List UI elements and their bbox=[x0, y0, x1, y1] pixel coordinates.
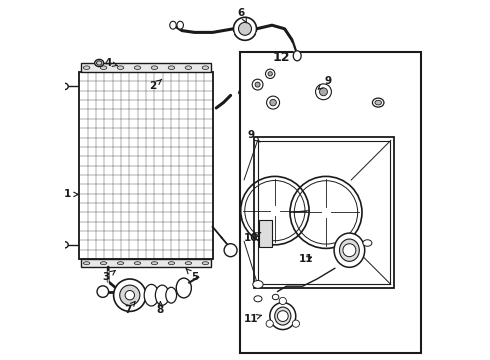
Polygon shape bbox=[297, 97, 321, 128]
Circle shape bbox=[267, 96, 280, 109]
Ellipse shape bbox=[177, 21, 183, 29]
Ellipse shape bbox=[151, 66, 158, 69]
Polygon shape bbox=[325, 56, 350, 86]
Circle shape bbox=[343, 244, 356, 257]
Text: 11: 11 bbox=[244, 314, 261, 324]
Ellipse shape bbox=[202, 66, 209, 69]
Ellipse shape bbox=[168, 66, 175, 69]
Ellipse shape bbox=[100, 66, 107, 69]
Ellipse shape bbox=[117, 66, 124, 69]
Text: 12: 12 bbox=[272, 51, 290, 64]
Polygon shape bbox=[279, 102, 308, 119]
Ellipse shape bbox=[83, 66, 90, 69]
Ellipse shape bbox=[134, 262, 141, 265]
Circle shape bbox=[239, 22, 251, 35]
Circle shape bbox=[125, 291, 134, 300]
Text: 3: 3 bbox=[103, 270, 115, 282]
Bar bbox=[81, 259, 211, 267]
Circle shape bbox=[268, 72, 272, 76]
Ellipse shape bbox=[151, 262, 158, 265]
Ellipse shape bbox=[97, 61, 102, 65]
Circle shape bbox=[293, 320, 299, 327]
Ellipse shape bbox=[275, 307, 291, 325]
Ellipse shape bbox=[176, 278, 192, 298]
Ellipse shape bbox=[166, 287, 176, 303]
Polygon shape bbox=[257, 109, 274, 138]
Ellipse shape bbox=[202, 262, 209, 265]
Bar bbox=[81, 63, 211, 72]
Text: 10: 10 bbox=[244, 233, 261, 243]
Ellipse shape bbox=[375, 100, 381, 105]
Polygon shape bbox=[238, 86, 267, 103]
Circle shape bbox=[270, 99, 276, 106]
Ellipse shape bbox=[100, 262, 107, 265]
Text: 1: 1 bbox=[64, 189, 78, 199]
Ellipse shape bbox=[155, 285, 169, 305]
Circle shape bbox=[252, 79, 263, 90]
Ellipse shape bbox=[60, 242, 68, 248]
Circle shape bbox=[266, 69, 275, 78]
Ellipse shape bbox=[372, 98, 384, 107]
Polygon shape bbox=[288, 65, 318, 90]
Ellipse shape bbox=[254, 296, 262, 302]
Text: 5: 5 bbox=[186, 269, 198, 282]
Ellipse shape bbox=[60, 83, 68, 90]
Ellipse shape bbox=[168, 262, 175, 265]
Circle shape bbox=[224, 244, 237, 257]
Text: 11: 11 bbox=[299, 254, 314, 264]
Text: 4: 4 bbox=[104, 58, 118, 68]
Text: 7: 7 bbox=[124, 302, 135, 315]
Text: 9: 9 bbox=[248, 130, 260, 142]
Ellipse shape bbox=[253, 280, 263, 288]
Bar bbox=[79, 72, 213, 259]
Circle shape bbox=[233, 17, 257, 40]
Ellipse shape bbox=[334, 233, 365, 267]
Bar bbox=[254, 137, 394, 288]
Ellipse shape bbox=[134, 66, 141, 69]
Text: 2: 2 bbox=[149, 79, 162, 91]
Bar bbox=[258, 141, 390, 284]
Text: 8: 8 bbox=[157, 302, 164, 315]
Text: 6: 6 bbox=[238, 8, 246, 23]
Circle shape bbox=[279, 297, 286, 305]
Ellipse shape bbox=[95, 59, 104, 67]
Ellipse shape bbox=[293, 51, 301, 61]
Ellipse shape bbox=[117, 262, 124, 265]
Ellipse shape bbox=[270, 302, 296, 330]
Ellipse shape bbox=[144, 284, 159, 306]
Text: 9: 9 bbox=[318, 76, 331, 89]
Circle shape bbox=[120, 285, 140, 305]
Circle shape bbox=[114, 279, 146, 311]
Ellipse shape bbox=[185, 262, 192, 265]
Polygon shape bbox=[272, 68, 290, 96]
Ellipse shape bbox=[170, 21, 176, 29]
Ellipse shape bbox=[340, 239, 359, 261]
Ellipse shape bbox=[83, 262, 90, 265]
Polygon shape bbox=[329, 94, 359, 118]
Circle shape bbox=[97, 286, 109, 297]
Bar bbox=[240, 52, 421, 353]
Circle shape bbox=[316, 84, 331, 100]
Circle shape bbox=[255, 82, 260, 87]
Circle shape bbox=[266, 320, 273, 327]
Ellipse shape bbox=[272, 294, 279, 300]
Ellipse shape bbox=[363, 240, 372, 246]
Circle shape bbox=[319, 88, 327, 96]
Ellipse shape bbox=[185, 66, 192, 69]
Circle shape bbox=[277, 311, 288, 321]
Bar bbox=[259, 220, 272, 247]
